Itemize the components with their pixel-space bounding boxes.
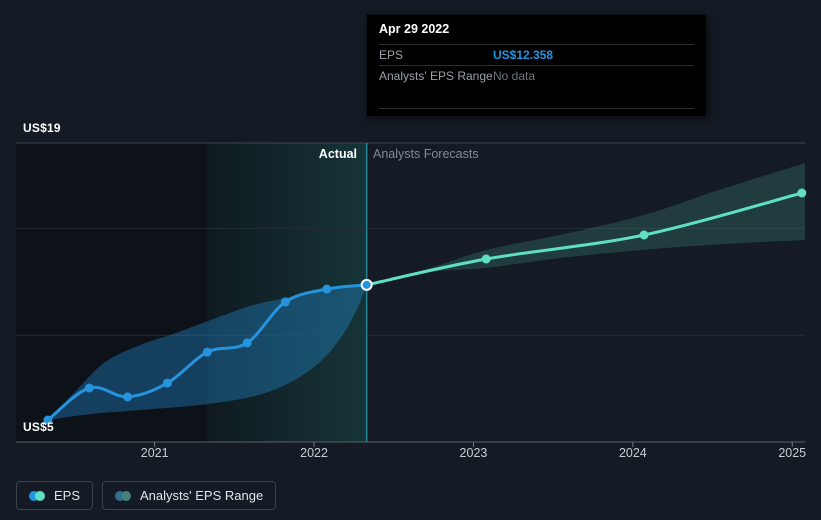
eps-actual-point[interactable] xyxy=(280,297,290,307)
x-axis-label-2023: 2023 xyxy=(459,446,488,460)
tooltip-range-value: No data xyxy=(493,69,536,83)
chart-legend: EPS Analysts' EPS Range xyxy=(16,481,277,510)
eps-actual-point[interactable] xyxy=(43,415,53,425)
eps-forecast-point[interactable] xyxy=(481,254,491,264)
hover-year-highlight xyxy=(207,143,367,442)
legend-eps-range-toggle[interactable]: Analysts' EPS Range xyxy=(102,481,277,510)
y-axis-min-label: US$5 xyxy=(23,420,54,434)
eps-actual-point[interactable] xyxy=(202,347,212,357)
eps-forecast-point[interactable] xyxy=(797,188,807,198)
tooltip-range-label: Analysts' EPS Range xyxy=(379,69,493,83)
eps-actual-point[interactable] xyxy=(242,338,252,348)
eps-actual-point[interactable] xyxy=(123,392,133,402)
x-axis-label-2021: 2021 xyxy=(140,446,169,460)
tooltip-eps-label: EPS xyxy=(379,48,404,62)
tooltip-eps-row: EPS US$12.358 xyxy=(379,45,694,66)
eps-forecast-point[interactable] xyxy=(639,230,649,240)
hovered-data-point[interactable] xyxy=(360,278,373,291)
tooltip-footer-divider xyxy=(379,108,694,109)
chart-plot-area[interactable] xyxy=(0,0,821,470)
legend-eps-label: EPS xyxy=(54,488,81,503)
x-axis-label-2024: 2024 xyxy=(618,446,647,460)
forecast-zone-label: Analysts Forecasts xyxy=(373,147,479,161)
eps-actual-point[interactable] xyxy=(322,284,332,294)
x-axis-label-2022: 2022 xyxy=(300,446,328,460)
tooltip-eps-value: US$12.358 xyxy=(493,48,554,62)
eps-actual-point[interactable] xyxy=(84,383,94,393)
forecast-eps-range-band xyxy=(366,163,805,285)
chart-tooltip: Apr 29 2022 EPS US$12.358 Analysts' EPS … xyxy=(366,14,707,117)
actual-zone-label: Actual xyxy=(318,147,357,161)
eps-series-icon xyxy=(29,490,45,501)
eps-forecast-line xyxy=(365,191,804,287)
tooltip-range-row: Analysts' EPS Range No data xyxy=(379,66,694,86)
legend-eps-toggle[interactable]: EPS xyxy=(16,481,94,510)
legend-eps-range-label: Analysts' EPS Range xyxy=(140,488,264,503)
y-axis-max-label: US$19 xyxy=(23,121,61,135)
x-axis-label-2025: 2025 xyxy=(778,446,807,460)
eps-range-series-icon xyxy=(115,490,132,501)
eps-actual-point[interactable] xyxy=(162,378,172,388)
tooltip-date: Apr 29 2022 xyxy=(379,22,694,45)
